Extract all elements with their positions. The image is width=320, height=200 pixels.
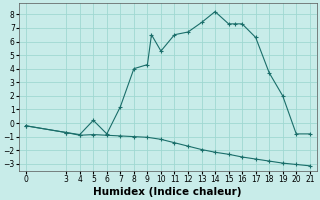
X-axis label: Humidex (Indice chaleur): Humidex (Indice chaleur) xyxy=(93,187,242,197)
